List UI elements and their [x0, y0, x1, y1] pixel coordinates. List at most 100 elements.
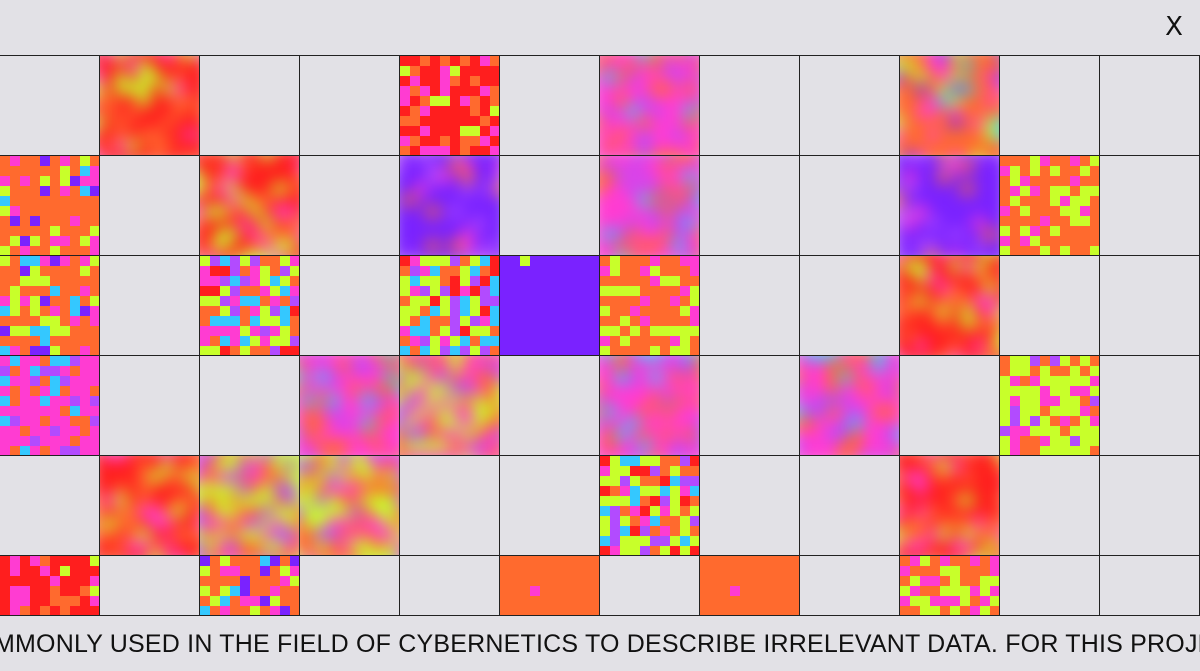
- grid-tile: [1000, 256, 1100, 356]
- grid-tile: [100, 256, 200, 356]
- tile-pattern: [300, 456, 399, 555]
- tile-pattern: [900, 456, 999, 555]
- grid-tile: [1000, 456, 1100, 556]
- grid-tile[interactable]: [100, 56, 200, 156]
- grid-tile[interactable]: [400, 256, 500, 356]
- tile-pattern: [400, 256, 499, 355]
- grid-tile: [1000, 56, 1100, 156]
- grid-tile: [400, 456, 500, 556]
- grid-tile[interactable]: [700, 556, 800, 615]
- tile-pattern: [0, 356, 99, 455]
- grid-tile[interactable]: [900, 156, 1000, 256]
- tile-pattern: [100, 456, 199, 555]
- grid-tile[interactable]: [500, 556, 600, 615]
- tile-pattern: [400, 156, 499, 255]
- grid-tile[interactable]: [600, 256, 700, 356]
- grid-tile[interactable]: [900, 556, 1000, 615]
- grid-tile: [700, 156, 800, 256]
- grid-tile[interactable]: [300, 456, 400, 556]
- tile-pattern: [900, 156, 999, 255]
- close-icon: X: [1165, 12, 1183, 42]
- grid-tile: [100, 356, 200, 456]
- grid-tile[interactable]: [500, 256, 600, 356]
- grid-tile: [1100, 56, 1200, 156]
- tile-pattern: [600, 156, 699, 255]
- grid-tile[interactable]: [200, 156, 300, 256]
- tile-pattern: [200, 556, 299, 615]
- grid-tile[interactable]: [100, 456, 200, 556]
- grid-tile: [800, 156, 900, 256]
- grid-tile[interactable]: [1000, 356, 1100, 456]
- tile-pattern: [200, 456, 299, 555]
- grid-tile[interactable]: [400, 56, 500, 156]
- grid-tile[interactable]: [400, 156, 500, 256]
- tile-grid: [0, 55, 1200, 616]
- grid-tile: [300, 556, 400, 615]
- grid-tile[interactable]: [600, 456, 700, 556]
- grid-tile: [200, 356, 300, 456]
- ticker: MMONLY USED IN THE FIELD OF CYBERNETICS …: [0, 616, 1200, 671]
- tile-pattern: [200, 256, 299, 355]
- tile-pattern: [1000, 156, 1099, 255]
- tile-pattern: [100, 56, 199, 155]
- grid-tile[interactable]: [900, 456, 1000, 556]
- tile-pattern: [900, 56, 999, 155]
- tile-pattern: [700, 556, 799, 615]
- grid-tile[interactable]: [600, 156, 700, 256]
- tile-pattern: [400, 356, 499, 455]
- tile-pattern: [600, 456, 699, 555]
- grid-tile: [800, 556, 900, 615]
- grid-tile: [500, 356, 600, 456]
- grid-tile: [1100, 556, 1200, 615]
- grid-tile: [300, 156, 400, 256]
- tile-pattern: [600, 356, 699, 455]
- tile-pattern: [1000, 356, 1099, 455]
- grid-tile: [900, 356, 1000, 456]
- grid-tile: [500, 56, 600, 156]
- grid-tile[interactable]: [0, 556, 100, 615]
- grid-tile[interactable]: [400, 356, 500, 456]
- tile-pattern: [0, 156, 99, 255]
- grid-tile: [800, 456, 900, 556]
- grid-tile[interactable]: [200, 556, 300, 615]
- grid-tile[interactable]: [200, 256, 300, 356]
- grid-tile: [500, 456, 600, 556]
- tile-pattern: [500, 556, 599, 615]
- grid-tile[interactable]: [600, 356, 700, 456]
- grid-tile: [700, 456, 800, 556]
- tile-pattern: [800, 356, 899, 455]
- grid-tile: [400, 556, 500, 615]
- grid-tile[interactable]: [1000, 156, 1100, 256]
- tile-pattern: [900, 256, 999, 355]
- tile-pattern: [600, 56, 699, 155]
- grid-tile: [1100, 156, 1200, 256]
- tile-pattern: [500, 256, 599, 355]
- grid-tile: [1100, 256, 1200, 356]
- tile-pattern: [600, 256, 699, 355]
- grid-tile: [300, 256, 400, 356]
- grid-tile[interactable]: [200, 456, 300, 556]
- grid-tile: [800, 56, 900, 156]
- grid-tile[interactable]: [900, 56, 1000, 156]
- tile-pattern: [0, 556, 99, 615]
- grid-tile: [100, 556, 200, 615]
- grid-tile: [800, 256, 900, 356]
- grid-tile[interactable]: [0, 256, 100, 356]
- ticker-text: MMONLY USED IN THE FIELD OF CYBERNETICS …: [0, 630, 1200, 658]
- tile-pattern: [0, 256, 99, 355]
- grid-tile[interactable]: [300, 356, 400, 456]
- grid-tile: [700, 56, 800, 156]
- grid-tile[interactable]: [900, 256, 1000, 356]
- grid-tile: [100, 156, 200, 256]
- grid-tile: [0, 456, 100, 556]
- tile-pattern: [200, 156, 299, 255]
- grid-tile: [1000, 556, 1100, 615]
- grid-tile[interactable]: [600, 56, 700, 156]
- grid-tile[interactable]: [0, 356, 100, 456]
- close-button[interactable]: X: [1162, 12, 1186, 42]
- tile-pattern: [300, 356, 399, 455]
- grid-tile: [200, 56, 300, 156]
- grid-tile[interactable]: [800, 356, 900, 456]
- grid-tile[interactable]: [0, 156, 100, 256]
- grid-tile: [500, 156, 600, 256]
